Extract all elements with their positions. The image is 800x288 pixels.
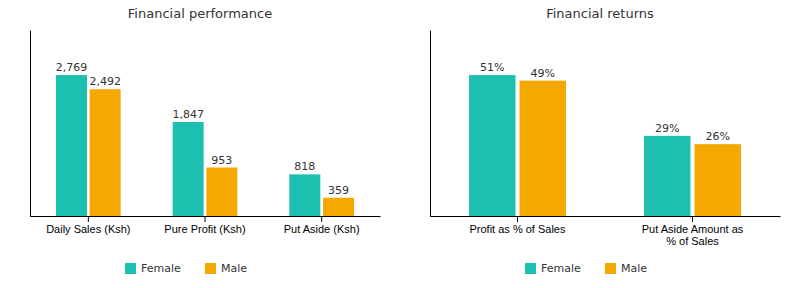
- bar: [695, 144, 741, 216]
- data-labels: 51% 29% 49% 26%: [480, 61, 730, 143]
- y-axis-line: [430, 31, 431, 217]
- data-label: 2,769: [56, 61, 88, 74]
- legend-label: Male: [221, 262, 247, 275]
- bar: [520, 81, 566, 216]
- x-tick-label-line: Daily Sales (Ksh): [46, 223, 130, 235]
- legend: Female Male: [125, 262, 247, 275]
- data-label: 1,847: [172, 108, 204, 121]
- x-tick-label: Put Aside (Ksh): [284, 223, 360, 235]
- bar: [469, 75, 515, 216]
- legend-label: Female: [541, 262, 581, 275]
- legend-item: Female: [525, 262, 581, 275]
- bar: [289, 174, 320, 216]
- x-tick: Put Aside (Ksh): [284, 216, 360, 235]
- legend-label: Male: [621, 262, 647, 275]
- x-tick-mark: [88, 216, 89, 222]
- data-label: 26%: [706, 130, 730, 143]
- x-axis: Profit as % of Sales Put Aside Amount as%…: [431, 216, 781, 247]
- legend-label: Female: [141, 262, 181, 275]
- x-tick: Profit as % of Sales: [470, 216, 566, 235]
- x-tick-mark: [517, 216, 518, 222]
- x-tick-label: Pure Profit (Ksh): [164, 223, 245, 235]
- x-tick: Pure Profit (Ksh): [164, 216, 245, 235]
- plot-area: 2,769 1,847 818 2,492 953 359 Daily Sales (Ksh…: [31, 31, 381, 275]
- x-tick: Put Aside Amount as% of Sales: [642, 216, 744, 247]
- data-label: 2,492: [89, 75, 121, 88]
- chart-title: Financial returns: [546, 6, 654, 21]
- bars: [469, 75, 741, 216]
- x-axis-line: [431, 216, 781, 217]
- x-axis: Daily Sales (Ksh) Pure Profit (Ksh) Put As…: [31, 216, 381, 235]
- legend-swatch: [205, 263, 216, 274]
- legend-swatch: [605, 263, 616, 274]
- bar: [56, 75, 87, 216]
- x-tick-label-line: Pure Profit (Ksh): [164, 223, 245, 235]
- x-tick-label-line: % of Sales: [666, 235, 719, 247]
- x-tick-label: Profit as % of Sales: [470, 223, 566, 235]
- chart-title: Financial performance: [128, 6, 272, 21]
- y-axis: [30, 31, 31, 217]
- legend-item: Female: [125, 262, 181, 275]
- bar: [323, 198, 354, 216]
- x-tick-mark: [692, 216, 693, 222]
- data-label: 953: [211, 154, 232, 167]
- data-label: 818: [294, 160, 315, 173]
- y-axis: [430, 31, 431, 217]
- chart-panel: Financial returns 51% 29% 49% 26% Profit as %…: [431, 6, 781, 275]
- x-tick-label-line: Put Aside Amount as: [642, 223, 744, 235]
- chart-panel: Financial performance 2,769 1,847 818 2,492 9…: [31, 6, 381, 275]
- data-label: 49%: [531, 67, 555, 80]
- plot-area: 51% 29% 49% 26% Profit as % of Sales Put Asid…: [431, 31, 781, 275]
- x-tick-mark: [321, 216, 322, 222]
- x-tick-mark: [205, 216, 206, 222]
- legend: Female Male: [525, 262, 647, 275]
- data-label: 359: [328, 184, 349, 197]
- legend-item: Male: [605, 262, 647, 275]
- bars: [56, 75, 354, 216]
- legend-item: Male: [205, 262, 247, 275]
- x-tick-label-line: Put Aside (Ksh): [284, 223, 360, 235]
- x-tick-label: Put Aside Amount as% of Sales: [642, 223, 744, 248]
- bar: [644, 136, 690, 216]
- data-label: 51%: [480, 61, 504, 74]
- x-tick-label-line: Profit as % of Sales: [470, 223, 566, 235]
- x-tick: Daily Sales (Ksh): [46, 216, 130, 235]
- data-labels: 2,769 1,847 818 2,492 953 359: [56, 61, 349, 197]
- y-axis-line: [30, 31, 31, 217]
- legend-swatch: [525, 263, 536, 274]
- bar: [206, 168, 237, 216]
- bar: [90, 89, 121, 216]
- x-tick-label: Daily Sales (Ksh): [46, 223, 130, 235]
- legend-swatch: [125, 263, 136, 274]
- bar: [173, 122, 204, 216]
- data-label: 29%: [655, 122, 679, 135]
- figure: Financial performance 2,769 1,847 818 2,492 9…: [0, 0, 800, 288]
